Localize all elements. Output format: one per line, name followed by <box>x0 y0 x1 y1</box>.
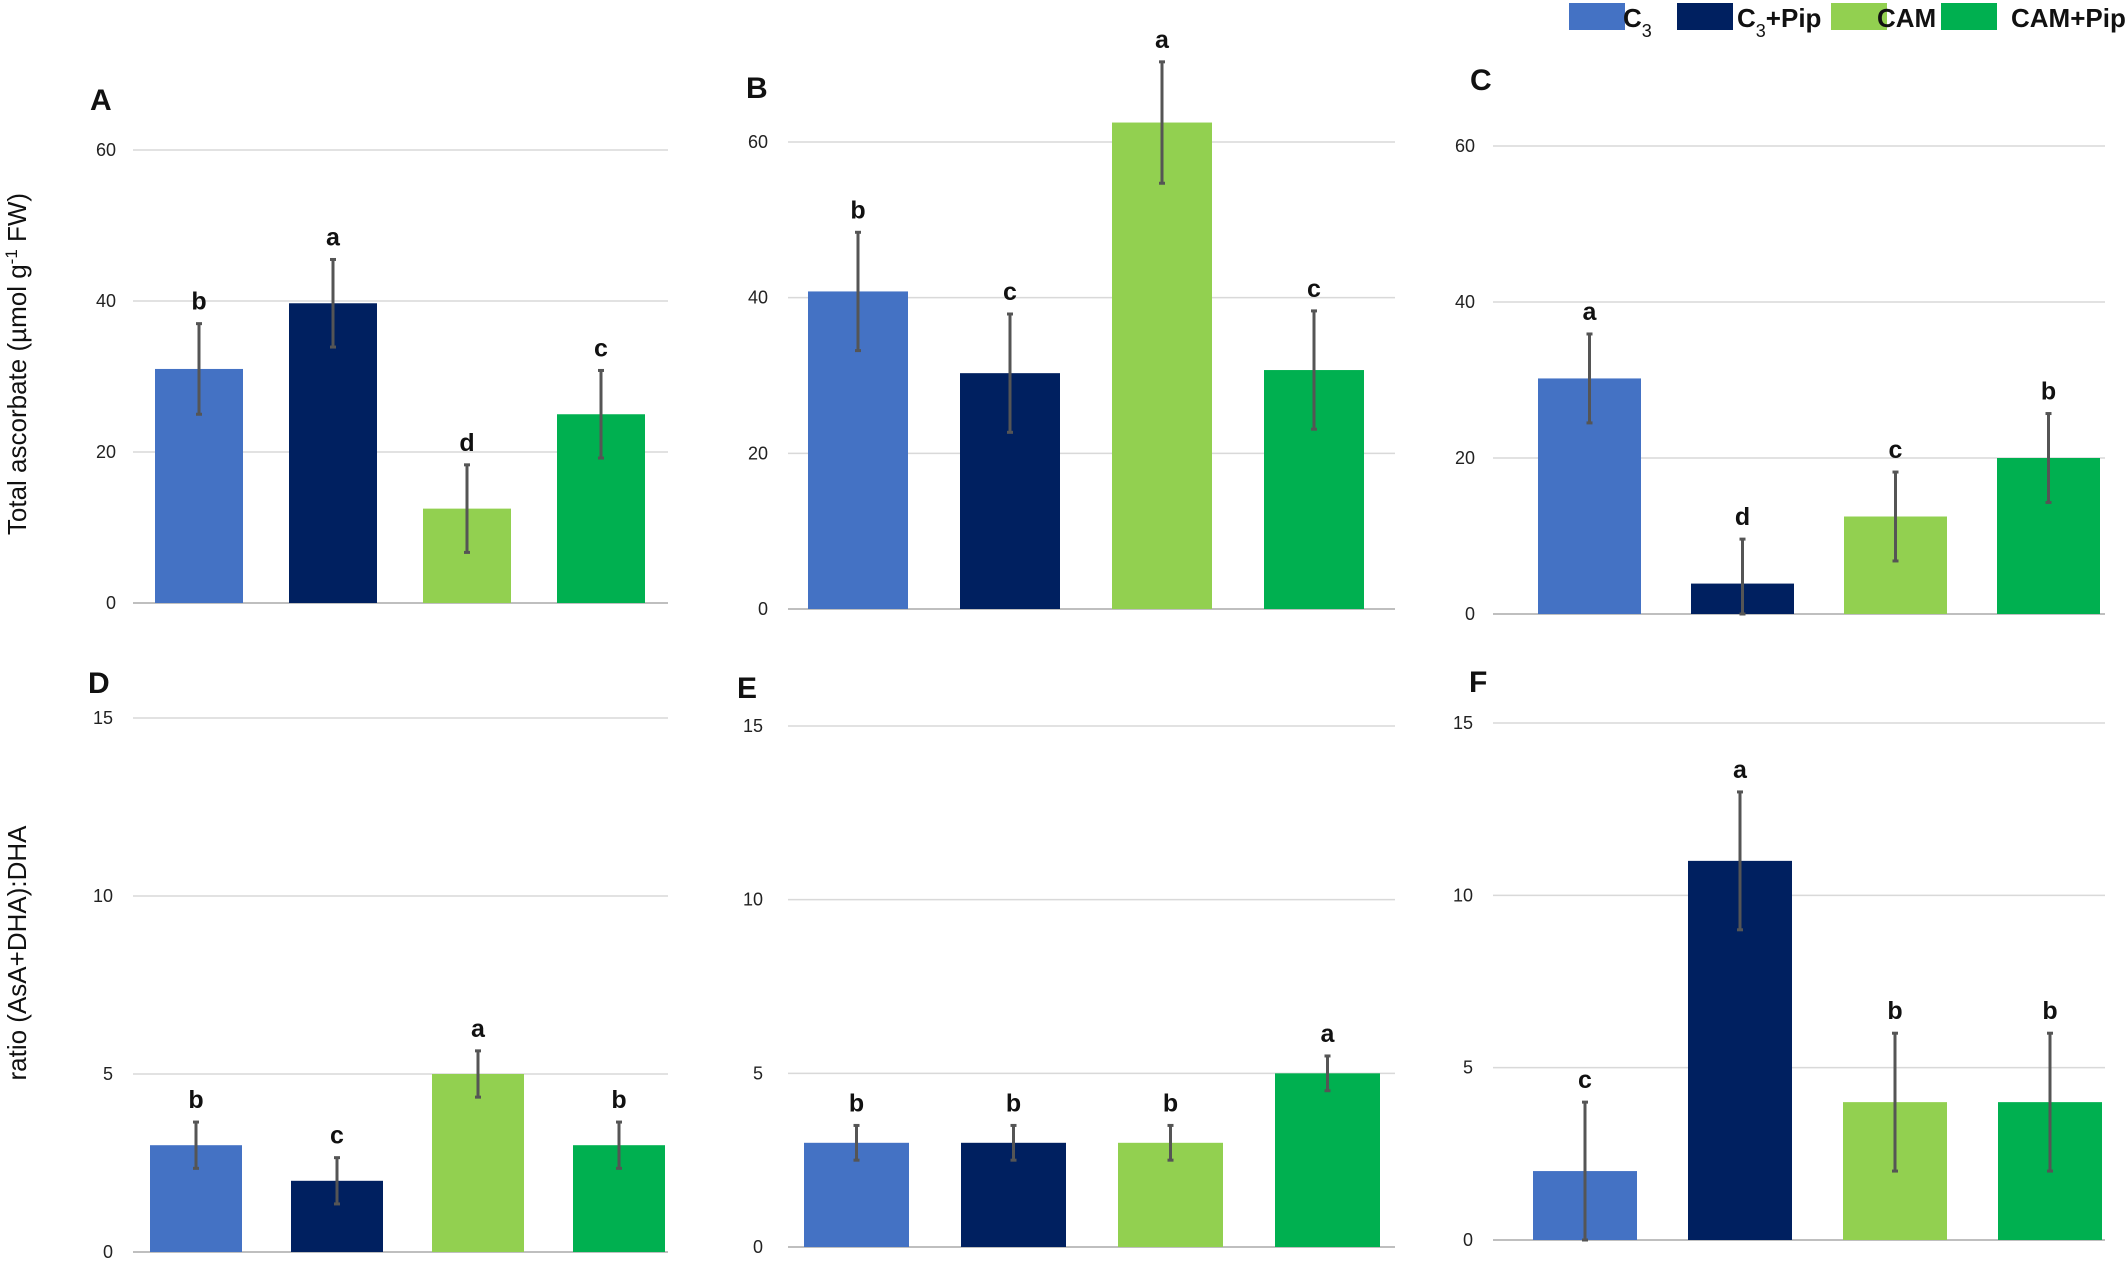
significance-letter: c <box>1889 436 1903 464</box>
y-tick-label: 15 <box>1453 713 1473 733</box>
significance-letter: d <box>459 429 474 457</box>
legend-swatch <box>1831 3 1887 30</box>
panel-label: B <box>746 72 768 105</box>
significance-letter: c <box>1003 278 1017 306</box>
bar <box>1112 122 1212 610</box>
y-tick-label: 0 <box>1463 1230 1473 1250</box>
significance-letter: a <box>1155 26 1170 54</box>
y-tick-label: 40 <box>96 291 116 311</box>
y-tick-label: 5 <box>753 1063 763 1083</box>
legend: C3 C3+Pip CAM CAM+Pip <box>1569 3 2126 41</box>
significance-letter: b <box>1006 1089 1021 1117</box>
legend-label: CAM+Pip <box>2011 3 2126 33</box>
panel-label: D <box>88 667 110 700</box>
significance-letter: b <box>191 288 206 316</box>
y-tick-label: 0 <box>103 1242 113 1261</box>
panel-a: A 0 20 40 60 b a d c <box>90 84 668 613</box>
y-tick-label: 10 <box>1453 885 1473 905</box>
y-tick-label: 15 <box>93 708 113 728</box>
y-axis-labels: Total ascorbate (µmol g-1 FW) ratio (AsA+… <box>2 193 33 1081</box>
panel-label: F <box>1469 666 1487 699</box>
significance-letter: c <box>594 334 608 362</box>
panel-label: C <box>1470 64 1492 97</box>
significance-letter: b <box>188 1086 203 1114</box>
y-tick-label: 20 <box>748 443 768 463</box>
significance-letter: b <box>2042 997 2057 1025</box>
panel-label: E <box>737 672 757 705</box>
legend-item: CAM+Pip <box>1941 3 2126 33</box>
y-tick-label: 20 <box>96 442 116 462</box>
significance-letter: b <box>850 196 865 224</box>
panel-d: D 0 5 10 15 b c a b <box>88 667 668 1261</box>
legend-item: C3+Pip <box>1677 3 1821 41</box>
legend-item: CAM <box>1831 3 1936 33</box>
chart-panels: A 0 20 40 60 b a d c B 0 20 40 60 b c a c C 0 20 40 60 a d c b D 0 5 1… <box>88 26 2105 1261</box>
significance-letter: a <box>326 223 341 251</box>
significance-letter: a <box>471 1015 486 1043</box>
significance-letter: c <box>330 1122 344 1150</box>
legend-label: C3 <box>1623 3 1652 41</box>
bar <box>432 1074 524 1252</box>
legend-swatch <box>1941 3 1997 30</box>
significance-letter: d <box>1735 503 1750 531</box>
y-tick-label: 40 <box>1455 292 1475 312</box>
legend-label: CAM <box>1877 3 1936 33</box>
significance-letter: b <box>611 1086 626 1114</box>
significance-letter: b <box>849 1089 864 1117</box>
y-tick-label: 0 <box>1465 604 1475 624</box>
legend-swatch <box>1677 3 1733 30</box>
significance-letter: b <box>1887 997 1902 1025</box>
y-axis-title-top: Total ascorbate (µmol g-1 FW) <box>2 193 33 535</box>
significance-letter: c <box>1578 1066 1592 1094</box>
y-tick-label: 40 <box>748 288 768 308</box>
bar <box>289 303 377 603</box>
significance-letter: a <box>1321 1020 1336 1048</box>
y-tick-label: 5 <box>1463 1058 1473 1078</box>
y-tick-label: 60 <box>1455 136 1475 156</box>
bar <box>1275 1073 1380 1247</box>
panel-e: E 0 5 10 15 b b b a <box>737 672 1395 1257</box>
y-tick-label: 0 <box>753 1237 763 1257</box>
significance-letter: b <box>1163 1089 1178 1117</box>
y-tick-label: 0 <box>758 599 768 619</box>
y-axis-title-bottom: ratio (AsA+DHA):DHA <box>2 825 32 1081</box>
significance-letter: a <box>1583 298 1598 326</box>
panel-f: F 0 5 10 15 c a b b <box>1453 666 2105 1250</box>
y-tick-label: 10 <box>93 886 113 906</box>
y-tick-label: 60 <box>748 132 768 152</box>
y-tick-label: 0 <box>106 593 116 613</box>
panel-c: C 0 20 40 60 a d c b <box>1455 64 2105 624</box>
panel-label: A <box>90 84 112 117</box>
y-tick-label: 5 <box>103 1064 113 1084</box>
significance-letter: a <box>1733 756 1748 784</box>
legend-item: C3 <box>1569 3 1652 41</box>
y-tick-label: 15 <box>743 716 763 736</box>
y-tick-label: 10 <box>743 890 763 910</box>
y-tick-label: 20 <box>1455 448 1475 468</box>
significance-letter: b <box>2041 378 2056 406</box>
y-tick-label: 60 <box>96 140 116 160</box>
legend-swatch <box>1569 3 1625 30</box>
significance-letter: c <box>1307 275 1321 303</box>
panel-b: B 0 20 40 60 b c a c <box>746 26 1395 619</box>
legend-label: C3+Pip <box>1737 3 1821 41</box>
